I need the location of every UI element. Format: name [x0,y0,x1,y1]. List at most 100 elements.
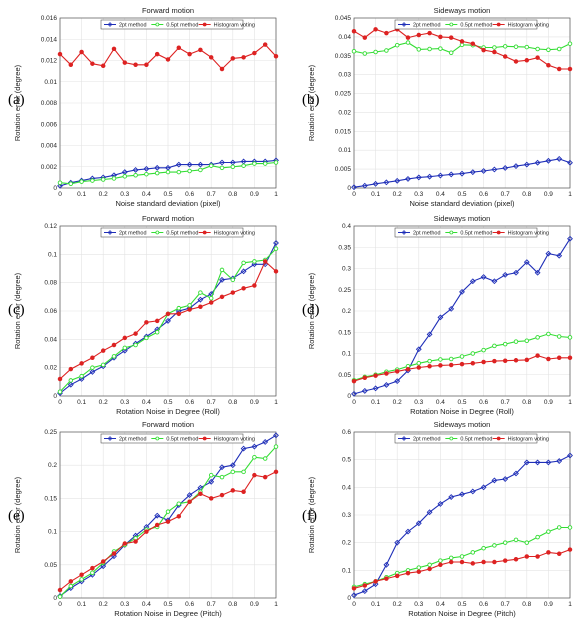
data-point [187,303,192,308]
chart-title: Forward motion [142,214,194,223]
data-point [57,180,63,185]
series-line-1 [353,238,571,395]
data-point [502,44,508,49]
y-tick-label: 0.015 [335,128,352,135]
data-point [90,565,95,571]
data-point [90,355,95,361]
x-tick-label: 0.2 [99,399,108,406]
data-point [470,351,476,356]
data-point [252,259,257,264]
y-tick-label: 0.006 [41,121,58,128]
data-point [79,179,84,184]
data-point [567,525,573,530]
data-point [143,165,150,172]
data-point [78,376,85,382]
legend-label: 2pt method [413,437,441,443]
data-point [567,355,573,361]
x-tick-label: 0.2 [393,399,402,406]
y-tick-label: 0.05 [44,562,57,569]
panel-label: (a) [8,92,25,108]
data-point [459,491,465,498]
data-point [513,339,519,344]
data-point [535,534,540,540]
data-point [545,459,552,466]
y-tick-label: 0.014 [41,36,58,43]
data-point [459,554,465,559]
x-tick-label: 0.3 [120,601,129,608]
x-tick-label: 0.3 [414,191,423,198]
data-point [111,354,117,359]
data-point [405,366,411,372]
legend-box [100,433,244,444]
data-point [513,59,519,64]
data-point [426,173,433,180]
data-point [416,365,422,370]
data-point [469,488,476,495]
data-point [252,454,257,460]
chart-panel-6: (f) Sideways motion 0 0.1 0.2 0.3 0.4 0.5 0.6 0.7… [302,420,573,618]
data-point [480,274,487,280]
data-point [556,458,563,464]
data-point [100,559,106,564]
data-point [427,562,432,568]
y-axis-label: Rotation error (degree) [307,272,316,349]
data-point [208,55,214,60]
y-tick-label: 0.04 [338,34,351,41]
data-point [197,296,204,303]
data-point [111,551,117,556]
data-point [448,555,454,561]
data-point [144,171,149,177]
data-point [351,48,357,54]
data-point [165,57,171,62]
x-tick-label: 0.9 [250,399,259,406]
data-point [513,358,519,363]
y-tick-label: 0.05 [338,372,351,379]
x-tick-label: 0 [352,601,356,608]
x-tick-label: 1 [568,601,572,608]
data-point [176,514,182,519]
x-tick-label: 0.5 [457,399,466,406]
data-point [79,373,84,379]
x-tick-label: 0 [352,399,356,406]
x-axis-label: Noise standard deviation (pixel) [115,199,221,208]
data-point [122,345,128,351]
data-point [459,361,465,367]
legend-marker [202,22,207,27]
data-point [416,361,422,366]
x-tick-label: 0.7 [501,399,510,406]
x-tick-label: 0.9 [544,191,553,198]
data-point [502,54,508,59]
data-point [492,543,497,548]
data-point [524,338,530,344]
data-point [362,51,368,56]
data-point [480,484,487,491]
data-point [492,358,497,364]
data-point [240,445,247,452]
data-point [176,305,182,311]
data-point [273,469,279,475]
data-point [415,520,422,527]
data-point [251,443,258,450]
data-point [262,474,268,480]
data-point [187,499,192,504]
y-tick-label: 0 [53,393,57,400]
data-point [57,182,63,189]
data-point [459,288,465,295]
data-point [273,54,279,59]
data-point [394,177,401,184]
data-point [133,62,138,68]
legend-label: 2pt method [119,231,147,237]
data-point [186,492,193,499]
x-tick-label: 0.5 [163,399,172,406]
data-point [252,472,257,478]
x-tick-label: 0.2 [99,601,108,608]
data-point [100,348,106,353]
data-point [384,371,389,376]
legend-box [394,227,538,238]
data-point [241,260,246,266]
legend-label: 2pt method [119,23,147,29]
data-point [567,335,573,340]
data-point [90,570,95,576]
data-point [79,572,84,578]
data-point [187,51,192,57]
